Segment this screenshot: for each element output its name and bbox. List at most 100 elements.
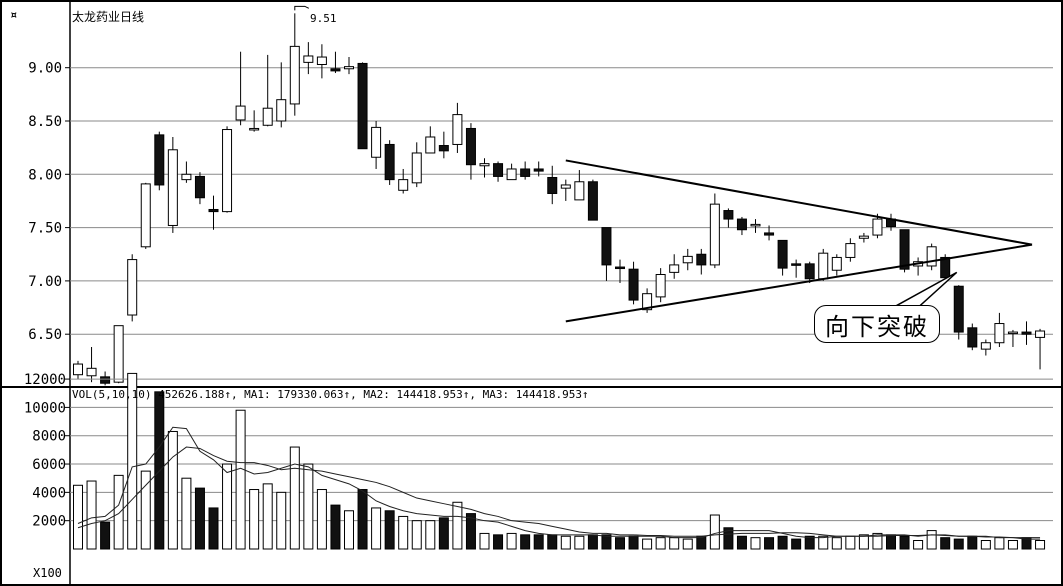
candle [804,261,815,284]
candle-body-down [804,263,815,280]
volume-bar-up [980,540,991,550]
candle [181,161,192,183]
candle [845,238,856,262]
candle-body-up [858,235,869,239]
volume-bar-up [1035,540,1046,550]
volume-bar-down [764,537,775,550]
candle-body-down [533,168,544,172]
volume-bar-down [736,535,747,550]
candle [330,51,341,74]
volume-bar-up [845,535,856,550]
triangle-upper-line [565,159,1033,246]
candle [73,360,83,379]
candle-body-up [235,105,246,121]
volume-ma-line-1 [77,426,1041,540]
price-tick-label: 8.50 [28,114,62,130]
candle-body-up [73,363,83,376]
candle-body-up [560,184,571,189]
volume-tick-label: 2000 [32,514,66,530]
candle [194,172,205,205]
candle-body-up [452,114,463,145]
candle-body-down [953,285,964,333]
candle [262,54,273,127]
candle [235,51,246,126]
volume-bar-down [940,537,951,550]
candle-body-down [384,143,395,181]
price-grid [70,67,1053,335]
volume-bar-series[interactable] [73,372,1046,550]
candle [384,140,395,185]
candle [357,62,368,150]
candle-body-up [980,342,991,350]
candle [425,126,436,154]
volume-bar-up [574,535,585,550]
candle-body-up [167,149,178,226]
candle-body-up [371,126,382,158]
candle [127,254,138,322]
candle [980,339,991,356]
candle-body-up [479,163,490,167]
volume-bar-up [831,537,842,550]
volume-bar-up [750,537,761,550]
candle-body-down [764,232,775,236]
volume-bar-down [520,534,531,550]
high-price-marker: 9.51 [310,12,337,25]
candle [926,243,937,271]
candle [493,161,504,182]
candle-body-down [493,163,504,177]
volume-bar-up [289,446,300,550]
volume-bar-down [587,534,598,550]
volume-bar-up [344,510,354,550]
volume-bar-up [655,537,666,550]
candle [587,179,598,221]
candle [777,239,788,276]
candle [628,261,639,305]
volume-bar-up [1007,540,1018,550]
volume-tick-label: 6000 [32,457,66,473]
volume-bar-down [384,510,395,550]
candle [113,325,124,384]
candle [344,57,354,75]
candle-body-up [682,255,693,264]
volume-tick-label: 4000 [32,485,66,501]
candle-body-down [465,127,476,166]
volume-bar-down [194,487,205,550]
candlestick-series[interactable] [73,5,1046,386]
volume-bar-up [709,514,720,550]
volume-bar-up [506,532,517,550]
candle-body-up [994,323,1005,344]
candle [764,225,775,241]
volume-bar-down [601,534,612,550]
candle [208,195,219,230]
candle-body-up [303,55,314,63]
candle [303,42,314,75]
volume-axis-labels: 12000 10000 8000 6000 4000 2000 [24,372,70,530]
candle [696,248,707,275]
volume-tick-label: 8000 [32,429,66,445]
candle [1007,329,1018,347]
triangle-lower-line [565,243,1033,323]
candle-body-up [113,325,124,383]
volume-bar-down [777,535,788,550]
volume-bar-up [398,515,409,550]
volume-bar-down [953,538,964,550]
candle-body-up [1035,330,1046,338]
candle [167,136,178,233]
candle-body-up [642,293,653,311]
volume-bar-down [628,535,639,550]
candle-body-up [140,183,151,248]
corner-marker-icon: ¤ [10,8,17,22]
volume-bar-down [967,535,978,550]
volume-bar-up [127,372,138,550]
candle-body-up [86,367,97,377]
candle [818,248,829,281]
volume-bar-up [113,474,124,550]
volume-bar-up [818,535,829,550]
volume-grid [70,378,1053,522]
price-tick-label: 6.50 [28,327,62,343]
volume-bar-up [479,532,490,550]
candle [249,110,260,132]
candle [831,254,842,276]
volume-bar-down [100,521,111,550]
candle [560,179,571,201]
